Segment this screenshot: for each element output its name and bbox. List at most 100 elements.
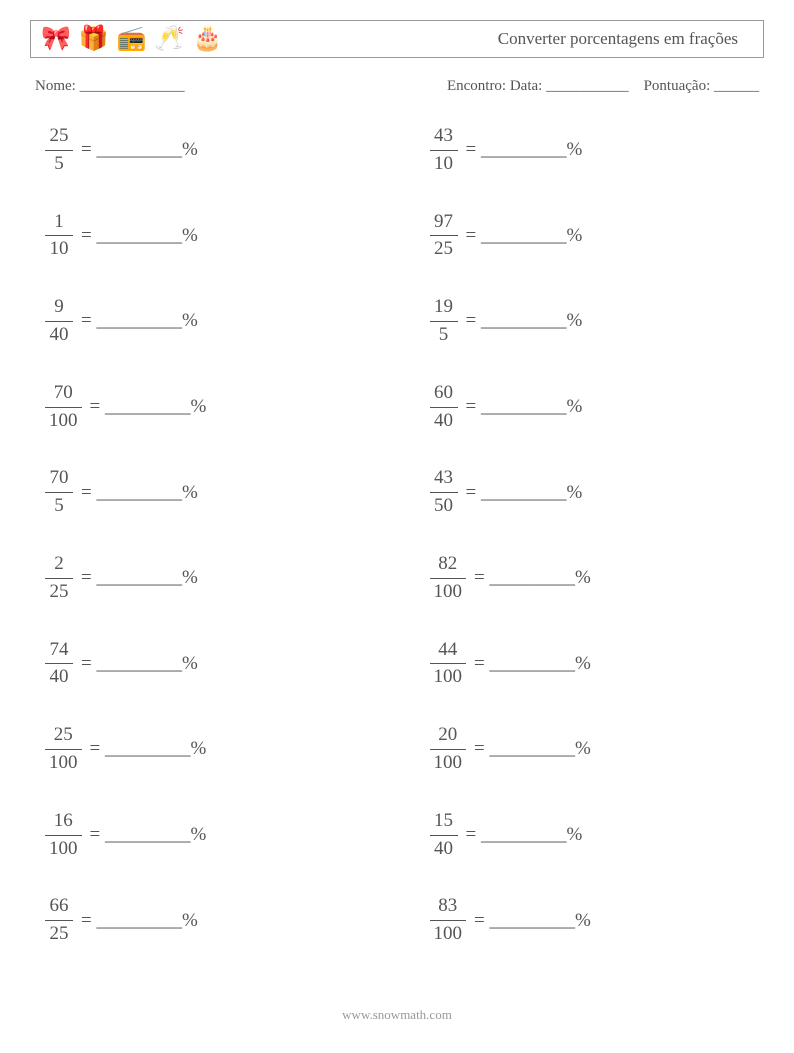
answer-blank[interactable]: = _________% <box>474 567 591 589</box>
info-row: Nome: ______________ Encontro: Data: ___… <box>30 78 764 95</box>
fraction: 6625 <box>45 895 73 946</box>
denominator: 100 <box>430 752 467 775</box>
fraction: 82100 <box>430 553 467 604</box>
page-title: Converter porcentagens em frações <box>498 29 753 49</box>
denominator: 100 <box>430 666 467 689</box>
denominator: 40 <box>430 838 457 861</box>
numerator: 25 <box>46 125 73 148</box>
problem: 25100 = _________% <box>45 724 380 775</box>
problem: 82100 = _________% <box>430 553 765 604</box>
numerator: 16 <box>50 810 77 833</box>
problem: 940 = _________% <box>45 296 380 347</box>
answer-blank[interactable]: = _________% <box>466 396 583 418</box>
numerator: 83 <box>434 895 461 918</box>
denominator: 5 <box>50 495 68 518</box>
answer-blank[interactable]: = _________% <box>90 396 207 418</box>
fraction: 1540 <box>430 810 458 861</box>
numerator: 70 <box>46 467 73 490</box>
date-blank[interactable]: ___________ <box>546 78 629 95</box>
numerator: 66 <box>46 895 73 918</box>
numerator: 97 <box>430 211 457 234</box>
fraction-bar <box>430 749 467 750</box>
answer-blank[interactable]: = _________% <box>90 738 207 760</box>
problem: 7440 = _________% <box>45 639 380 690</box>
problem: 16100 = _________% <box>45 810 380 861</box>
answer-blank[interactable]: = _________% <box>466 139 583 161</box>
answer-blank[interactable]: = _________% <box>81 225 198 247</box>
name-field: Nome: ______________ <box>35 78 447 95</box>
problem: 4350 = _________% <box>430 467 765 518</box>
fraction-bar <box>430 920 467 921</box>
answer-blank[interactable]: = _________% <box>474 738 591 760</box>
denominator: 25 <box>46 923 73 946</box>
answer-blank[interactable]: = _________% <box>466 482 583 504</box>
problem: 83 100 = _________% <box>430 895 765 946</box>
header-box: 🎀 🎁 📻 🥂 🎂 Converter porcentagens em fraç… <box>30 20 764 58</box>
score-field: Pontuação: ______ <box>644 78 759 95</box>
answer-blank[interactable]: = _________% <box>466 225 583 247</box>
numerator: 9 <box>50 296 68 319</box>
footer-text: www.snowmath.com <box>342 1007 452 1022</box>
denominator: 10 <box>46 238 73 261</box>
fraction-bar <box>45 492 73 493</box>
cake-icon: 🎂 <box>193 27 223 51</box>
fraction: 6040 <box>430 382 458 433</box>
answer-blank[interactable]: = _________% <box>81 310 198 332</box>
denominator: 100 <box>45 410 82 433</box>
denominator: 100 <box>45 838 82 861</box>
denominator: 40 <box>430 410 457 433</box>
answer-blank[interactable]: = _________% <box>81 653 198 675</box>
fraction: 195 <box>430 296 458 347</box>
numerator: 19 <box>430 296 457 319</box>
fraction: 25100 <box>45 724 82 775</box>
radio-icon: 📻 <box>117 27 147 51</box>
fraction-bar <box>45 150 73 151</box>
answer-blank[interactable]: = _________% <box>81 567 198 589</box>
fraction-bar <box>430 663 467 664</box>
problems-column-left: 255 = _________%110 = _________%940 = __… <box>45 125 380 946</box>
numerator: 60 <box>430 382 457 405</box>
fraction-bar <box>430 578 467 579</box>
denominator: 25 <box>430 238 457 261</box>
fraction-bar <box>45 663 73 664</box>
problems-column-right: 4310 = _________%9725 = _________%195 = … <box>430 125 765 946</box>
problem: 1540 = _________% <box>430 810 765 861</box>
score-blank[interactable]: ______ <box>714 78 759 95</box>
numerator: 43 <box>430 125 457 148</box>
fraction: 4350 <box>430 467 458 518</box>
glasses-icon: 🥂 <box>155 27 185 51</box>
denominator: 5 <box>435 324 453 347</box>
answer-blank[interactable]: = _________% <box>474 910 591 932</box>
answer-blank[interactable]: = _________% <box>466 310 583 332</box>
denominator: 50 <box>430 495 457 518</box>
problem: 70 5 = _________% <box>45 467 380 518</box>
problem: 70100 = _________% <box>45 382 380 433</box>
name-blank[interactable]: ______________ <box>80 78 185 95</box>
fraction-bar <box>45 578 73 579</box>
answer-blank[interactable]: = _________% <box>466 824 583 846</box>
fraction-bar <box>45 407 82 408</box>
fraction: 16100 <box>45 810 82 861</box>
fraction-bar <box>45 235 73 236</box>
denominator: 100 <box>430 923 467 946</box>
fraction: 255 <box>45 125 73 176</box>
score-label: Pontuação: <box>644 78 711 94</box>
answer-blank[interactable]: = _________% <box>81 910 198 932</box>
fraction: 7440 <box>45 639 73 690</box>
answer-blank[interactable]: = _________% <box>90 824 207 846</box>
problem: 20100 = _________% <box>430 724 765 775</box>
numerator: 15 <box>430 810 457 833</box>
encounter-date: Encontro: Data: ___________ <box>447 78 629 95</box>
problem: 110 = _________% <box>45 211 380 262</box>
numerator: 2 <box>50 553 68 576</box>
problem: 6040 = _________% <box>430 382 765 433</box>
answer-blank[interactable]: = _________% <box>81 139 198 161</box>
fraction: 9725 <box>430 211 458 262</box>
answer-blank[interactable]: = _________% <box>81 482 198 504</box>
problem: 255 = _________% <box>45 125 380 176</box>
numerator: 44 <box>434 639 461 662</box>
encounter-label: Encontro: Data: <box>447 78 542 94</box>
answer-blank[interactable]: = _________% <box>474 653 591 675</box>
fraction-bar <box>430 321 458 322</box>
fraction-bar <box>45 749 82 750</box>
